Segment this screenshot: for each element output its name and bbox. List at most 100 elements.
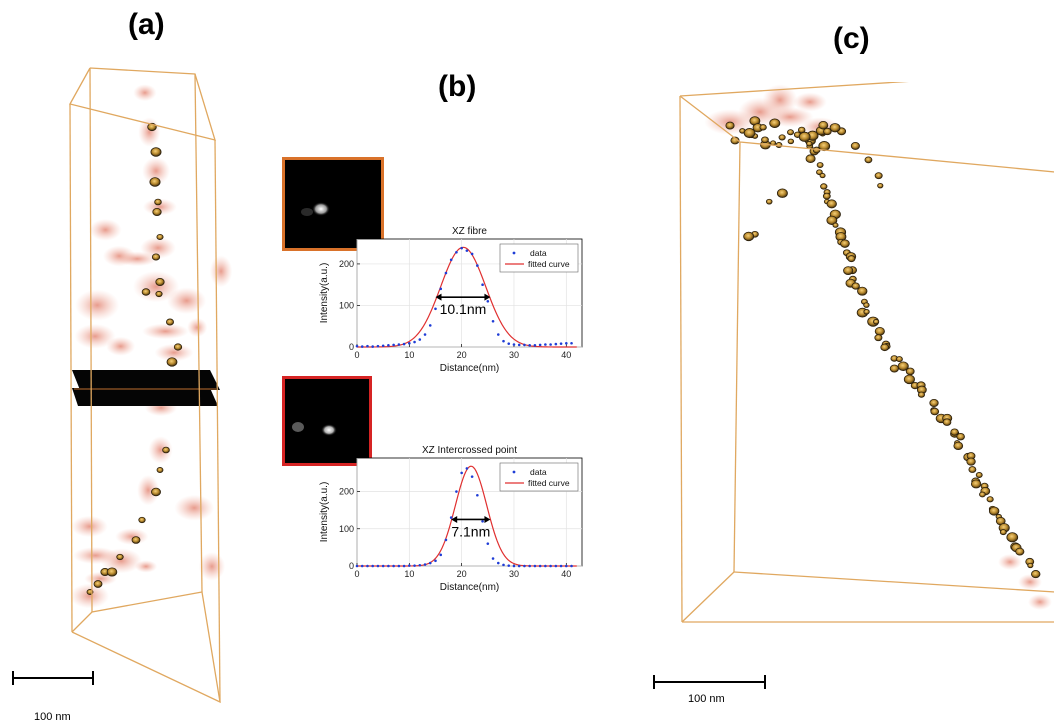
plot0-data-point xyxy=(434,307,437,311)
plot1-data-point xyxy=(418,563,422,567)
slice-plane-upper xyxy=(72,370,220,390)
plot0-data-point xyxy=(381,344,385,348)
plot0-x-axis-label: Distance(nm) xyxy=(440,363,499,374)
plot1-data-point xyxy=(465,467,469,470)
plot1-data-point xyxy=(413,564,416,567)
plot0-data-point xyxy=(512,343,516,346)
plot1-x-tick-label: 10 xyxy=(404,569,414,579)
plot0-data-point xyxy=(418,338,422,341)
plot0-y-tick-label: 0 xyxy=(349,342,354,352)
plot0-data-point xyxy=(507,342,511,345)
plot0-x-tick-label: 30 xyxy=(509,350,519,360)
plot0-data-point xyxy=(533,344,537,347)
plot0-data-point xyxy=(538,343,542,347)
plot0-data-point xyxy=(470,252,474,256)
plot1-legend-marker-data xyxy=(512,470,516,474)
plot0-data-point xyxy=(413,340,416,344)
plot1-x-tick-label: 30 xyxy=(509,569,519,579)
plot1-data-point xyxy=(376,564,380,568)
plot1-data-point xyxy=(559,564,563,568)
plot0-data-point xyxy=(486,300,490,303)
plot0-data-point xyxy=(376,344,380,348)
plot0-data-point xyxy=(496,333,500,336)
plot0-data-point xyxy=(455,250,458,254)
plot0-data-point xyxy=(366,344,369,348)
plot1-data-point xyxy=(428,561,432,565)
plot1-legend-label-data: data xyxy=(530,467,547,477)
plot1-title: XZ Intercrossed point xyxy=(422,445,517,456)
plot0-x-tick-label: 40 xyxy=(561,350,571,360)
plot1-data-point xyxy=(544,564,547,568)
plot0-data-point xyxy=(549,343,552,346)
plot1-y-axis-label: Intensity(a.u.) xyxy=(319,482,330,543)
plot1-data-point xyxy=(533,564,537,568)
plot0-data-point xyxy=(502,339,505,343)
plot0-data-point xyxy=(428,324,432,327)
plot1-legend-box xyxy=(499,462,579,492)
plot1-data-point xyxy=(444,538,448,542)
plot1-data-point xyxy=(523,564,526,568)
fibre-haze-c xyxy=(704,84,1052,610)
plot1-data-point xyxy=(460,471,463,475)
plot0-data-point xyxy=(544,343,547,346)
plot1-x-tick-label: 0 xyxy=(354,569,359,579)
plot0-data-point xyxy=(460,246,463,250)
plot1-x-tick-label: 40 xyxy=(561,569,571,579)
bounding-box-c xyxy=(679,82,1054,623)
plot1-data-point xyxy=(481,520,484,523)
xz-fibre-thumbnail xyxy=(282,157,384,251)
plot1-data-point xyxy=(371,564,374,568)
plot0-legend-label-fit: fitted curve xyxy=(528,259,570,269)
plot1-y-tick-label: 100 xyxy=(339,524,354,534)
fibre-beads-c xyxy=(725,116,1041,579)
plot0-data-point xyxy=(523,343,526,347)
plot1-data-point xyxy=(449,516,453,519)
plot1-data-point xyxy=(491,557,495,560)
plot0-title: XZ fibre xyxy=(452,226,487,237)
plot1-data-point xyxy=(423,563,427,566)
plot0-fwhm-arrow-right xyxy=(484,293,491,301)
plot0-data-point xyxy=(387,344,390,347)
plot0-x-tick-label: 20 xyxy=(457,350,467,360)
plot0-data-point xyxy=(517,343,521,347)
plot1-data-point xyxy=(387,564,390,568)
plot1-data-point xyxy=(565,564,568,568)
plot1-fwhm-annotation: 7.1nm xyxy=(451,523,490,539)
plot0-data-point xyxy=(392,343,395,347)
plot1-data-point xyxy=(496,561,500,565)
plot1-data-point xyxy=(397,564,401,568)
plot0-fwhm-arrow-left xyxy=(435,293,442,301)
plot0-fwhm-annotation: 10.1nm xyxy=(440,301,487,317)
plot0-data-point xyxy=(528,344,531,347)
plot1-y-tick-label: 200 xyxy=(339,487,354,497)
plot1-data-point xyxy=(512,564,516,568)
plot1-data-point xyxy=(455,490,458,493)
plot1-fwhm-arrow-left xyxy=(451,515,458,523)
plot1-data-point xyxy=(470,475,474,478)
plot1-data-point xyxy=(381,564,385,568)
plot0-data-point xyxy=(554,342,558,346)
plot0-y-tick-label: 200 xyxy=(339,259,354,269)
plot1-y-tick-label: 0 xyxy=(349,561,354,571)
slice-plane-lower xyxy=(72,388,218,406)
plot1-data-point xyxy=(507,564,511,567)
plot1-data-point xyxy=(360,564,364,568)
plot1-data-point xyxy=(570,564,573,568)
plot0-data-point xyxy=(360,345,364,348)
plot0-data-point xyxy=(481,283,484,286)
scale-bar-left-label: 100 nm xyxy=(34,711,71,723)
plot-xz-fibre: 0 10 20 30 40 0 100 200 XZ fibre Distance(nm) Inte… xyxy=(319,226,583,374)
plot1-data-point xyxy=(434,559,437,563)
plot0-data-point xyxy=(444,271,448,275)
plot0-y-tick-label: 100 xyxy=(339,300,354,310)
plot0-legend-marker-data xyxy=(512,251,516,255)
plot0-legend-box xyxy=(499,243,579,273)
plot1-data-point xyxy=(402,564,406,568)
plot0-x-tick-label: 10 xyxy=(404,350,414,360)
plot1-data-point xyxy=(408,564,411,567)
plot1-data-point xyxy=(392,564,395,568)
plot0-data-point xyxy=(491,319,495,323)
panel-label-a: (a) xyxy=(128,8,165,41)
plot1-data-point xyxy=(517,564,521,568)
plot0-data-point xyxy=(439,287,443,291)
